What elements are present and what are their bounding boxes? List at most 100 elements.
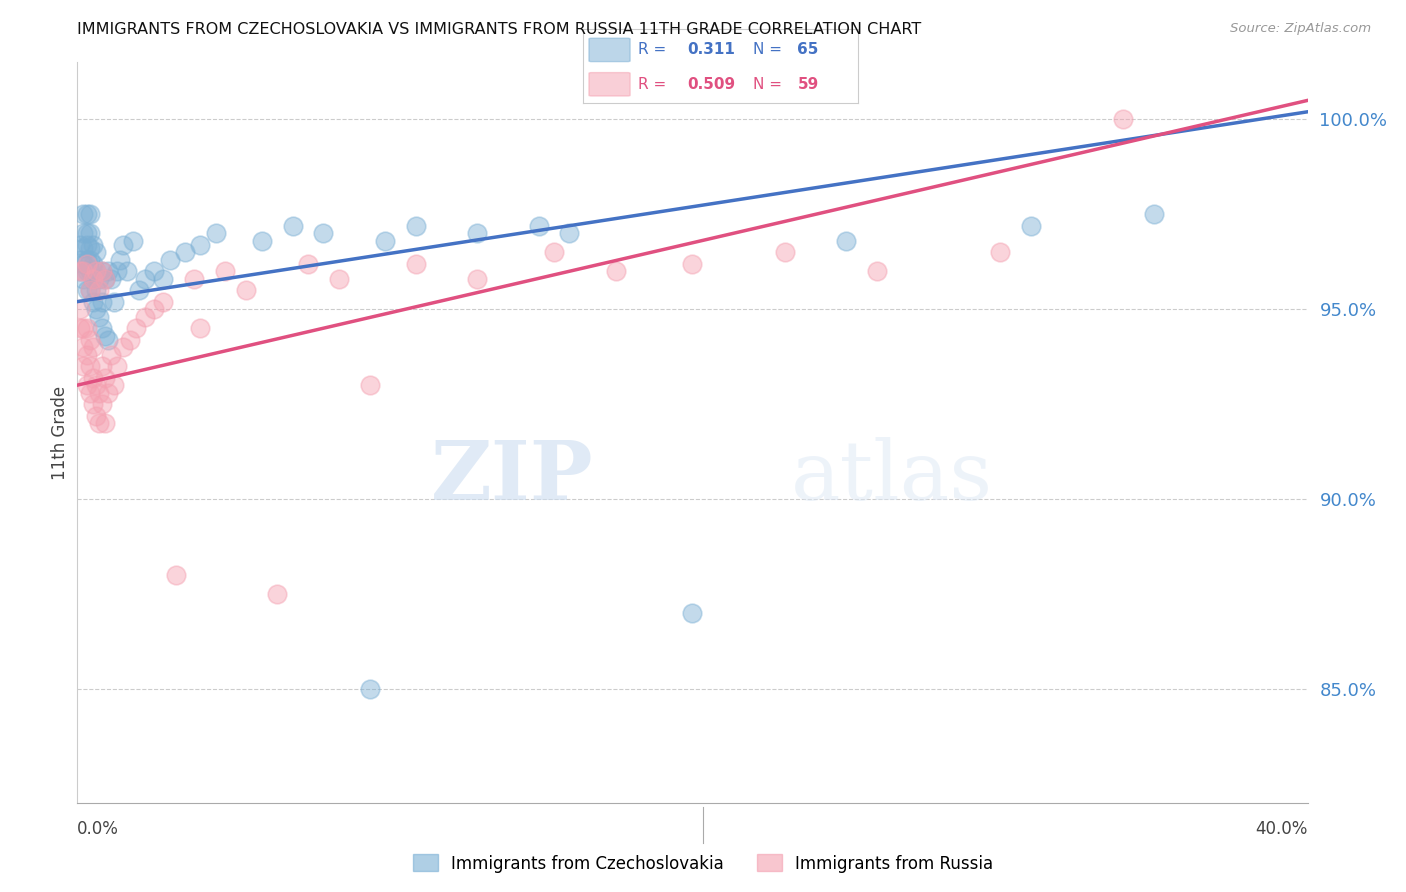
Point bbox=[84, 264, 107, 278]
Point bbox=[72, 242, 94, 256]
Point bbox=[79, 283, 101, 297]
Text: 40.0%: 40.0% bbox=[1256, 820, 1308, 838]
Text: atlas: atlas bbox=[792, 437, 993, 517]
Point bbox=[79, 227, 101, 241]
Point bbox=[82, 294, 104, 309]
Point bbox=[1019, 219, 1042, 233]
Point bbox=[76, 378, 98, 392]
Point bbox=[76, 227, 98, 241]
Point bbox=[82, 257, 104, 271]
Point bbox=[82, 272, 104, 286]
Point bbox=[72, 264, 94, 278]
Point bbox=[94, 272, 117, 286]
Point bbox=[1143, 207, 1166, 221]
Point bbox=[79, 264, 101, 278]
Point bbox=[87, 385, 110, 400]
Point bbox=[79, 242, 101, 256]
Point bbox=[105, 264, 128, 278]
Text: N =: N = bbox=[754, 77, 783, 92]
Point bbox=[152, 294, 174, 309]
Text: 65: 65 bbox=[797, 43, 818, 57]
Point bbox=[558, 227, 581, 241]
Legend: Immigrants from Czechoslovakia, Immigrants from Russia: Immigrants from Czechoslovakia, Immigran… bbox=[406, 847, 1000, 880]
Point bbox=[374, 234, 396, 248]
Point bbox=[527, 219, 550, 233]
Point bbox=[405, 257, 427, 271]
Point bbox=[72, 227, 94, 241]
Y-axis label: 11th Grade: 11th Grade bbox=[51, 385, 69, 480]
Point bbox=[84, 245, 107, 260]
Point bbox=[183, 272, 205, 286]
Point bbox=[214, 264, 236, 278]
Point bbox=[84, 264, 107, 278]
Point bbox=[266, 587, 288, 601]
Point bbox=[1112, 112, 1135, 127]
Point bbox=[97, 264, 120, 278]
Point bbox=[605, 264, 627, 278]
Text: R =: R = bbox=[638, 77, 666, 92]
Point bbox=[682, 606, 704, 620]
Text: Source: ZipAtlas.com: Source: ZipAtlas.com bbox=[1230, 22, 1371, 36]
Point bbox=[79, 333, 101, 347]
Point bbox=[72, 321, 94, 335]
Text: R =: R = bbox=[638, 43, 666, 57]
Point bbox=[72, 340, 94, 354]
Point bbox=[76, 264, 98, 278]
Point bbox=[143, 302, 166, 317]
Point bbox=[90, 264, 114, 278]
Point bbox=[69, 264, 91, 278]
Point bbox=[112, 237, 135, 252]
Point bbox=[69, 321, 91, 335]
Point bbox=[188, 237, 212, 252]
Point bbox=[174, 245, 197, 260]
Point bbox=[76, 321, 98, 335]
Point bbox=[128, 283, 150, 297]
Text: 0.0%: 0.0% bbox=[77, 820, 120, 838]
Point bbox=[72, 257, 94, 271]
Point bbox=[87, 272, 110, 286]
Point bbox=[682, 257, 704, 271]
Point bbox=[115, 264, 138, 278]
Point bbox=[165, 568, 187, 582]
Point bbox=[79, 207, 101, 221]
Point bbox=[159, 252, 181, 267]
Point bbox=[69, 252, 91, 267]
Point bbox=[72, 207, 94, 221]
Point bbox=[773, 245, 796, 260]
Text: 59: 59 bbox=[797, 77, 818, 92]
Point bbox=[94, 370, 117, 384]
Point bbox=[84, 409, 107, 423]
Point bbox=[90, 359, 114, 374]
Point bbox=[110, 252, 132, 267]
Point bbox=[76, 348, 98, 362]
Point bbox=[143, 264, 166, 278]
Point bbox=[405, 219, 427, 233]
Point bbox=[125, 321, 148, 335]
FancyBboxPatch shape bbox=[589, 38, 630, 62]
Point bbox=[100, 348, 122, 362]
Point bbox=[297, 257, 319, 271]
Point bbox=[82, 370, 104, 384]
Point bbox=[94, 272, 117, 286]
Point bbox=[69, 264, 91, 278]
Point bbox=[76, 257, 98, 271]
Point bbox=[87, 310, 110, 324]
Point bbox=[103, 378, 125, 392]
Text: 0.509: 0.509 bbox=[688, 77, 735, 92]
Point bbox=[112, 340, 135, 354]
Point bbox=[87, 416, 110, 430]
Point bbox=[84, 302, 107, 317]
Point bbox=[118, 333, 141, 347]
Point bbox=[79, 252, 101, 267]
Point bbox=[82, 237, 104, 252]
Point bbox=[543, 245, 565, 260]
Point bbox=[97, 333, 120, 347]
Point bbox=[82, 272, 104, 286]
Point bbox=[204, 227, 226, 241]
Point bbox=[87, 283, 110, 297]
Text: ZIP: ZIP bbox=[432, 437, 595, 517]
Point bbox=[76, 283, 98, 297]
Point bbox=[134, 272, 156, 286]
Point bbox=[90, 264, 114, 278]
Point bbox=[90, 294, 114, 309]
